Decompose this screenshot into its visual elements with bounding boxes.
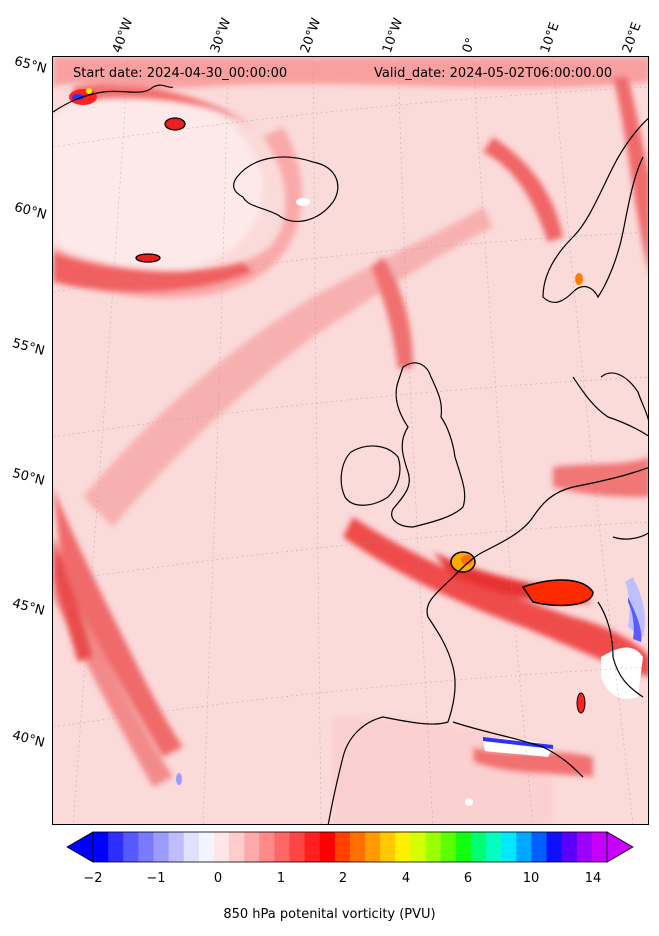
colorbar-swatch xyxy=(455,832,472,862)
colorbar-swatch xyxy=(274,832,291,862)
colorbar-swatch xyxy=(153,832,170,862)
colorbar-swatch xyxy=(289,832,306,862)
colorbar-tick: 1 xyxy=(276,871,286,886)
pv-minima xyxy=(72,94,645,806)
colorbar-swatch xyxy=(470,832,487,862)
colorbar-over-extension xyxy=(606,831,634,863)
colorbar-swatch xyxy=(501,832,517,862)
lat-label-50n: 50°N xyxy=(10,466,47,489)
lat-label-40n: 40°N xyxy=(10,728,47,751)
lat-label-65n: 65°N xyxy=(12,54,49,77)
colorbar-swatch xyxy=(93,832,109,862)
colorbar-swatch xyxy=(486,832,502,862)
lon-label-0: 0° xyxy=(459,35,480,55)
coastlines xyxy=(53,84,648,824)
lat-label-55n: 55°N xyxy=(10,336,47,359)
colorbar-tick: 14 xyxy=(584,871,602,886)
lat-label-60n: 60°N xyxy=(12,200,49,223)
start-date-label: Start date: 2024-04-30_00:00:00 xyxy=(73,66,288,81)
pv-maxima xyxy=(69,88,594,714)
colorbar-swatch xyxy=(123,832,139,862)
colorbar-swatch xyxy=(108,832,124,862)
colorbar-swatch xyxy=(183,832,200,862)
colorbar-tick: 4 xyxy=(401,871,411,886)
colorbar-swatch xyxy=(334,832,351,862)
colorbar-swatch xyxy=(259,832,275,862)
map-panel xyxy=(52,56,649,825)
colorbar-swatch xyxy=(198,832,215,862)
lon-label-20e: 20°E xyxy=(619,20,645,55)
colorbar-label: 850 hPa potenital vorticity (PVU) xyxy=(223,907,436,922)
colorbar-swatch xyxy=(168,832,185,862)
lon-label-30w: 30°W xyxy=(207,16,235,55)
colorbar-tick: 0 xyxy=(213,871,223,886)
valid-date-label: Valid_date: 2024-05-02T06:00:00.00 xyxy=(374,66,613,81)
colorbar-swatch xyxy=(244,832,260,862)
lat-label-45n: 45°N xyxy=(10,596,47,619)
colorbar-swatch xyxy=(138,832,154,862)
colorbar-swatch xyxy=(546,832,563,862)
pv-field-map xyxy=(53,57,648,824)
colorbar-swatch xyxy=(319,832,336,862)
lon-label-20w: 20°W xyxy=(297,16,325,55)
lon-label-10w: 10°W xyxy=(379,16,407,55)
colorbar-tick: 10 xyxy=(522,871,540,886)
graticule xyxy=(53,57,648,824)
colorbar-swatch xyxy=(365,832,381,862)
colorbar-swatch xyxy=(516,832,532,862)
colorbar xyxy=(66,831,634,863)
colorbar-swatch xyxy=(304,832,321,862)
colorbar-tick: −2 xyxy=(83,871,103,886)
lon-label-10e: 10°E xyxy=(537,20,563,55)
colorbar-swatch xyxy=(395,832,411,862)
colorbar-swatch xyxy=(531,832,548,862)
colorbar-swatch xyxy=(380,832,396,862)
colorbar-swatch xyxy=(561,832,578,862)
colorbar-swatch xyxy=(350,832,366,862)
colorbar-outline xyxy=(92,831,608,863)
colorbar-swatch xyxy=(591,832,608,862)
colorbar-swatch xyxy=(229,832,245,862)
colorbar-tick: 6 xyxy=(463,871,473,886)
colorbar-swatch xyxy=(440,832,457,862)
colorbar-swatch xyxy=(576,832,593,862)
colorbar-tick: 2 xyxy=(338,871,348,886)
lon-label-40w: 40°W xyxy=(109,16,137,55)
colorbar-tick: −1 xyxy=(146,871,166,886)
colorbar-swatch xyxy=(410,832,427,862)
colorbar-swatch xyxy=(213,832,230,862)
colorbar-under-extension xyxy=(66,831,94,863)
colorbar-swatch xyxy=(425,832,442,862)
